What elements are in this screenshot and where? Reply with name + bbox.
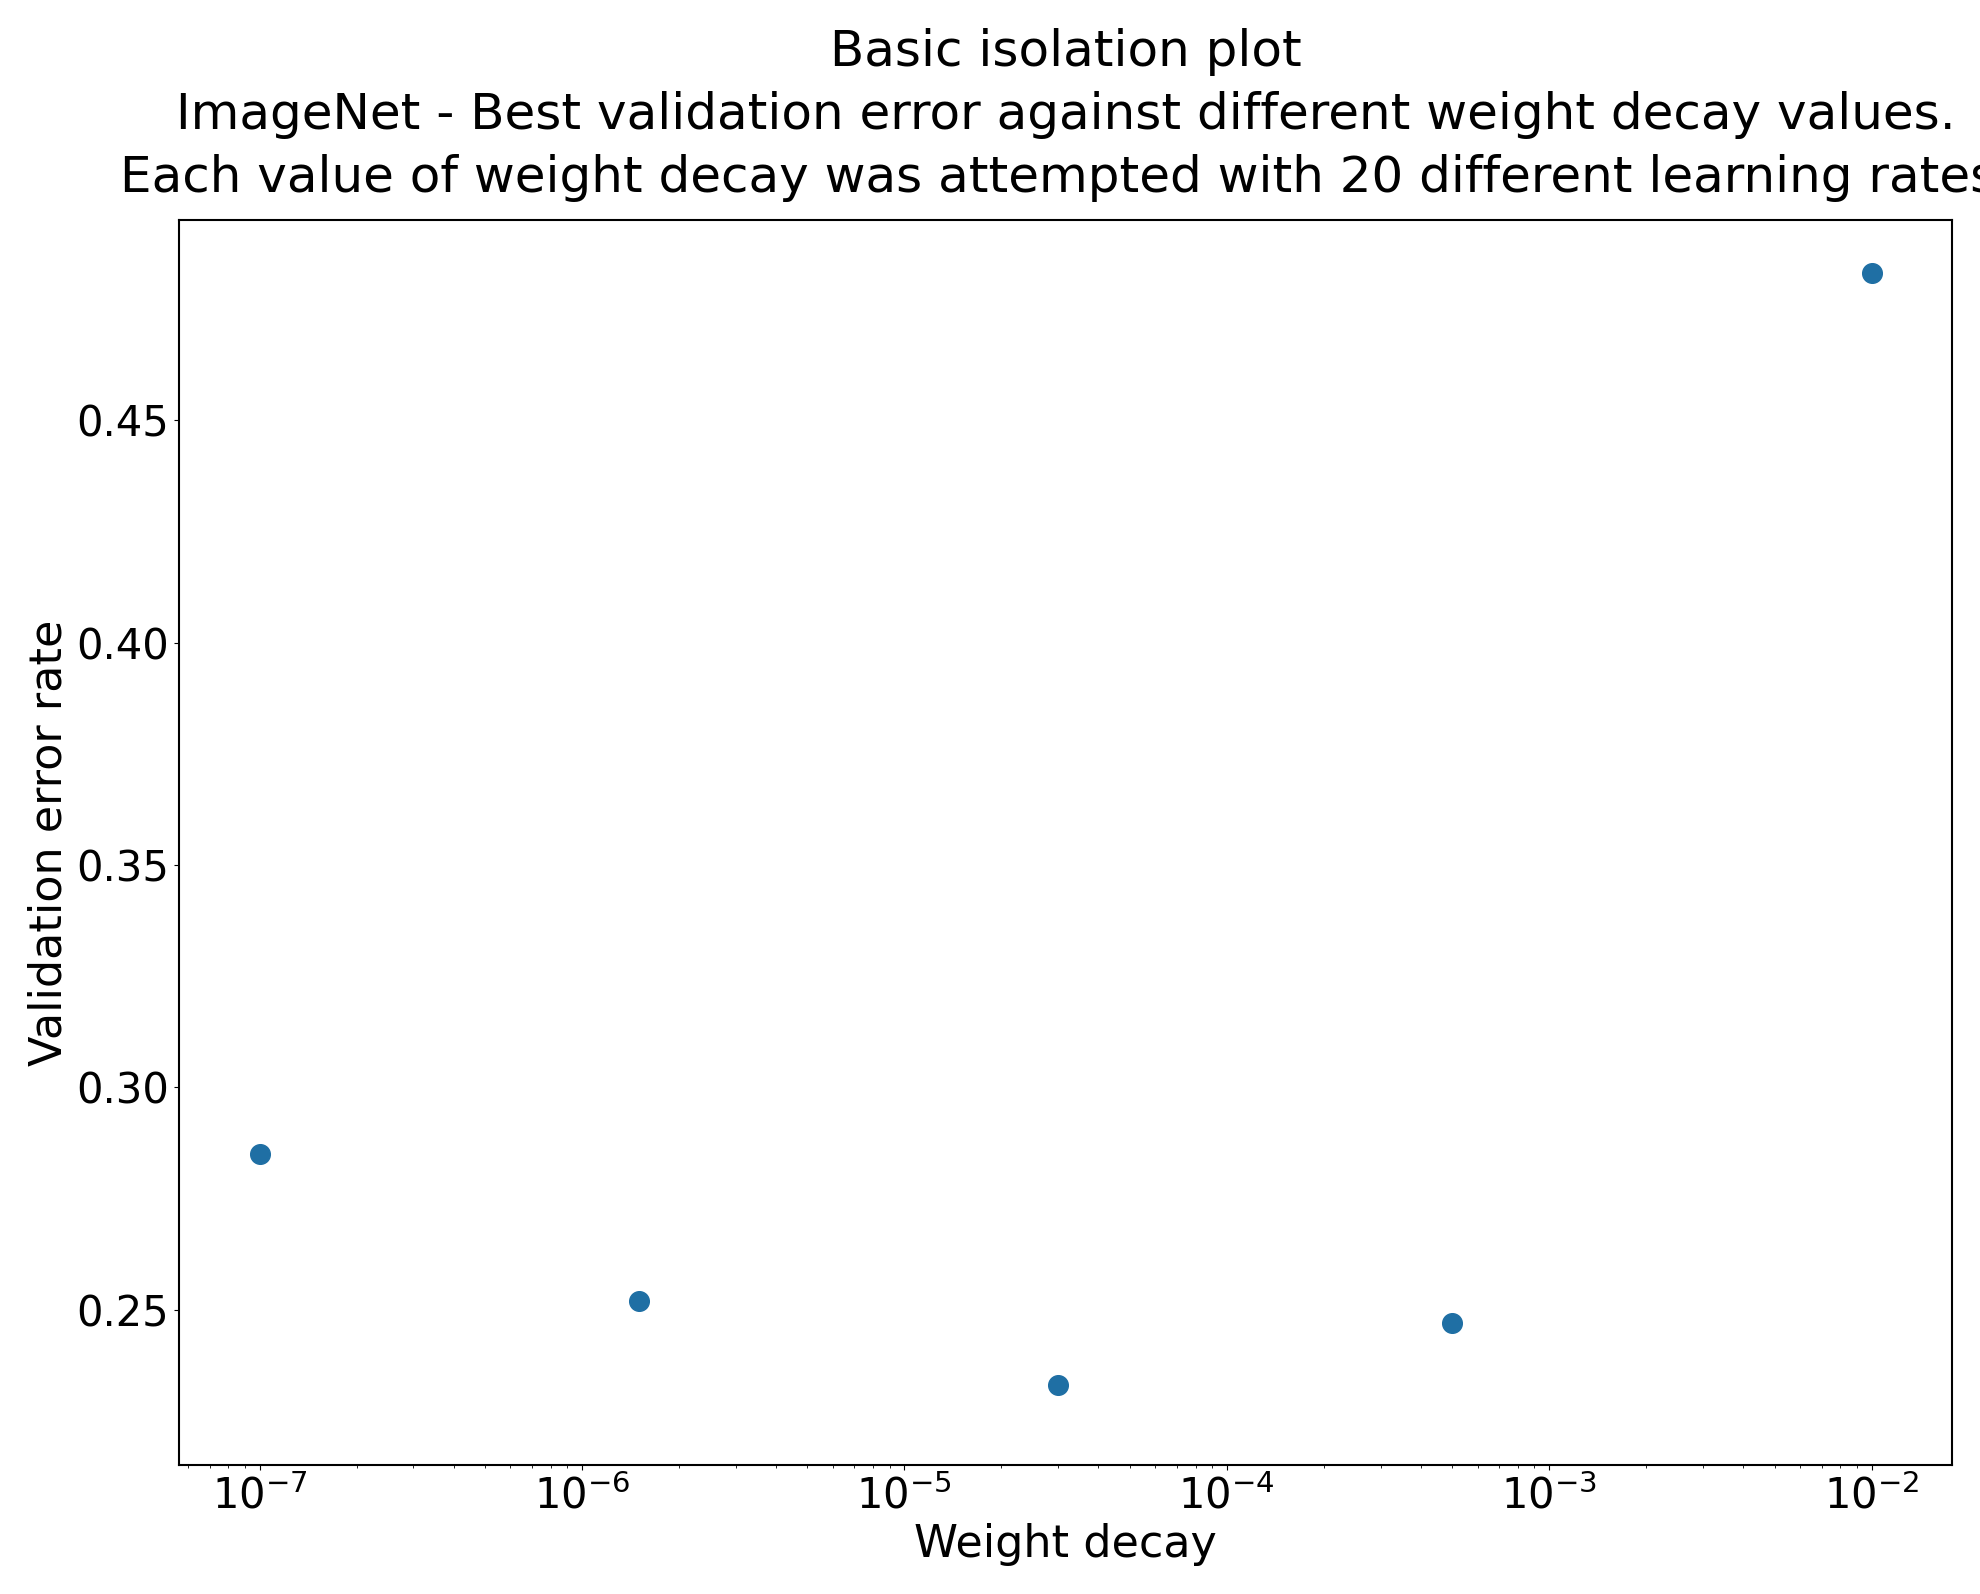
X-axis label: Weight decay: Weight decay (915, 1524, 1218, 1567)
Point (244, 1141, 275, 1167)
Point (1041, 1372, 1073, 1398)
Title: Basic isolation plot
ImageNet - Best validation error against different weight d: Basic isolation plot ImageNet - Best val… (119, 27, 1980, 202)
Y-axis label: Validation error rate: Validation error rate (28, 620, 71, 1066)
Point (1436, 1310, 1467, 1336)
Point (624, 1288, 655, 1313)
Point (1855, 260, 1887, 285)
